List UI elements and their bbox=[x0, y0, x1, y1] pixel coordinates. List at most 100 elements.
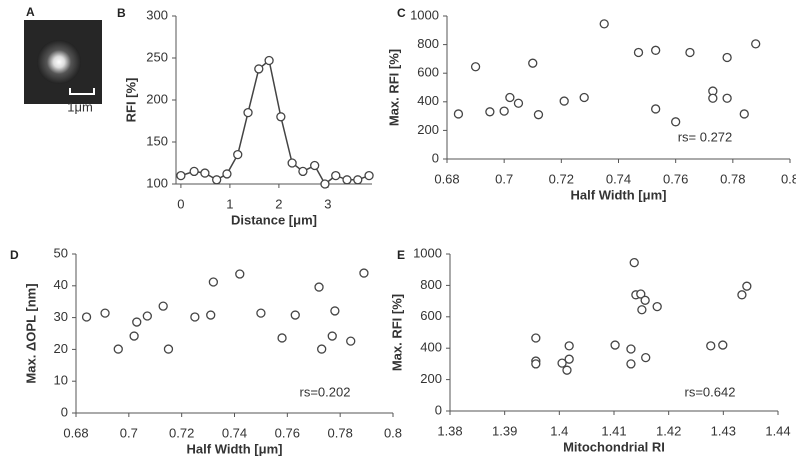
point bbox=[513, 98, 524, 108]
x-tick-label: 0.8 bbox=[781, 171, 796, 186]
x-tick-label: 0.68 bbox=[434, 171, 459, 186]
point bbox=[531, 333, 541, 343]
line bbox=[180, 59, 370, 186]
panel-label: E bbox=[397, 248, 405, 262]
x-tick-label: 0.74 bbox=[222, 425, 247, 440]
y-tick-label: 0 bbox=[61, 404, 68, 419]
x-tick-label: 1 bbox=[226, 196, 233, 211]
point bbox=[331, 170, 341, 181]
point bbox=[651, 45, 661, 55]
y-tick-label: 800 bbox=[420, 277, 442, 292]
point bbox=[557, 358, 567, 368]
point bbox=[533, 110, 544, 120]
x-tick-label: 0 bbox=[177, 196, 184, 211]
point bbox=[290, 310, 300, 320]
point bbox=[626, 344, 636, 354]
x-tick-label: 0.7 bbox=[495, 171, 513, 186]
x-tick-label: 0.72 bbox=[549, 171, 574, 186]
x-tick-label: 0.78 bbox=[720, 171, 745, 186]
point bbox=[317, 344, 327, 354]
point bbox=[652, 301, 662, 312]
point bbox=[277, 333, 287, 343]
point bbox=[633, 47, 644, 58]
point bbox=[626, 359, 636, 369]
point bbox=[641, 352, 651, 363]
point bbox=[206, 310, 216, 320]
point bbox=[254, 64, 264, 74]
annotation: rs= 0.272 bbox=[678, 129, 733, 144]
x-tick-label: 0.68 bbox=[63, 425, 88, 440]
y-tick-label: 800 bbox=[417, 36, 439, 51]
x-tick-label: 0.8 bbox=[384, 425, 402, 440]
panel-label: D bbox=[10, 248, 19, 262]
point bbox=[113, 344, 123, 354]
point bbox=[531, 359, 541, 369]
x-tick-label: 2 bbox=[275, 196, 282, 211]
point bbox=[235, 269, 245, 279]
point bbox=[298, 166, 308, 177]
point bbox=[718, 340, 728, 350]
point bbox=[671, 117, 681, 127]
y-axis-title: Max. RFI [%] bbox=[386, 49, 401, 126]
point bbox=[327, 331, 337, 341]
annotation: rs=0.202 bbox=[300, 384, 351, 399]
x-axis-title: Distance [μm] bbox=[231, 212, 317, 227]
annotation: rs=0.642 bbox=[685, 384, 736, 399]
x-tick-label: 1.42 bbox=[656, 423, 681, 438]
point bbox=[562, 365, 572, 375]
x-tick-label: 1.38 bbox=[437, 423, 462, 438]
point bbox=[499, 106, 509, 116]
point bbox=[163, 344, 174, 354]
point bbox=[470, 62, 481, 72]
point bbox=[81, 312, 92, 322]
mitochondrion-spot bbox=[37, 40, 81, 84]
point bbox=[222, 169, 232, 179]
point bbox=[359, 268, 369, 278]
point bbox=[722, 52, 732, 63]
point bbox=[189, 166, 199, 177]
y-tick-label: 0 bbox=[432, 150, 439, 165]
point bbox=[129, 331, 139, 341]
point bbox=[579, 92, 589, 103]
x-tick-label: 1.4 bbox=[550, 423, 568, 438]
y-tick-label: 200 bbox=[420, 371, 442, 386]
x-tick-label: 1.43 bbox=[711, 423, 736, 438]
point bbox=[564, 354, 574, 364]
y-tick-label: 300 bbox=[146, 7, 168, 22]
x-axis-title: Half Width [μm] bbox=[187, 441, 283, 456]
point bbox=[636, 289, 646, 299]
point bbox=[142, 311, 152, 321]
x-tick-label: 0.76 bbox=[275, 425, 300, 440]
x-tick-label: 0.76 bbox=[663, 171, 688, 186]
point bbox=[751, 39, 761, 49]
point bbox=[559, 96, 569, 106]
point bbox=[564, 341, 574, 351]
point bbox=[320, 179, 330, 189]
x-tick-label: 1.41 bbox=[601, 423, 626, 438]
y-tick-label: 40 bbox=[54, 277, 68, 292]
point bbox=[314, 282, 324, 292]
x-axis-title: Mitochondrial RI bbox=[563, 439, 665, 454]
y-tick-label: 10 bbox=[54, 373, 68, 388]
point bbox=[708, 93, 718, 103]
x-tick-label: 3 bbox=[324, 196, 331, 211]
y-tick-label: 600 bbox=[420, 308, 442, 323]
point bbox=[287, 158, 297, 168]
y-tick-label: 1000 bbox=[413, 245, 442, 260]
point bbox=[742, 281, 752, 291]
point bbox=[637, 305, 647, 315]
x-tick-label: 1.39 bbox=[492, 423, 517, 438]
point bbox=[310, 160, 320, 171]
point bbox=[685, 47, 695, 58]
point bbox=[176, 170, 186, 181]
point bbox=[610, 340, 620, 350]
point bbox=[353, 175, 363, 185]
point bbox=[190, 312, 200, 322]
y-tick-label: 1000 bbox=[410, 7, 439, 22]
y-tick-label: 400 bbox=[420, 340, 442, 355]
x-tick-label: 0.72 bbox=[169, 425, 194, 440]
point bbox=[706, 341, 716, 351]
point bbox=[505, 92, 515, 103]
y-tick-label: 200 bbox=[417, 122, 439, 137]
